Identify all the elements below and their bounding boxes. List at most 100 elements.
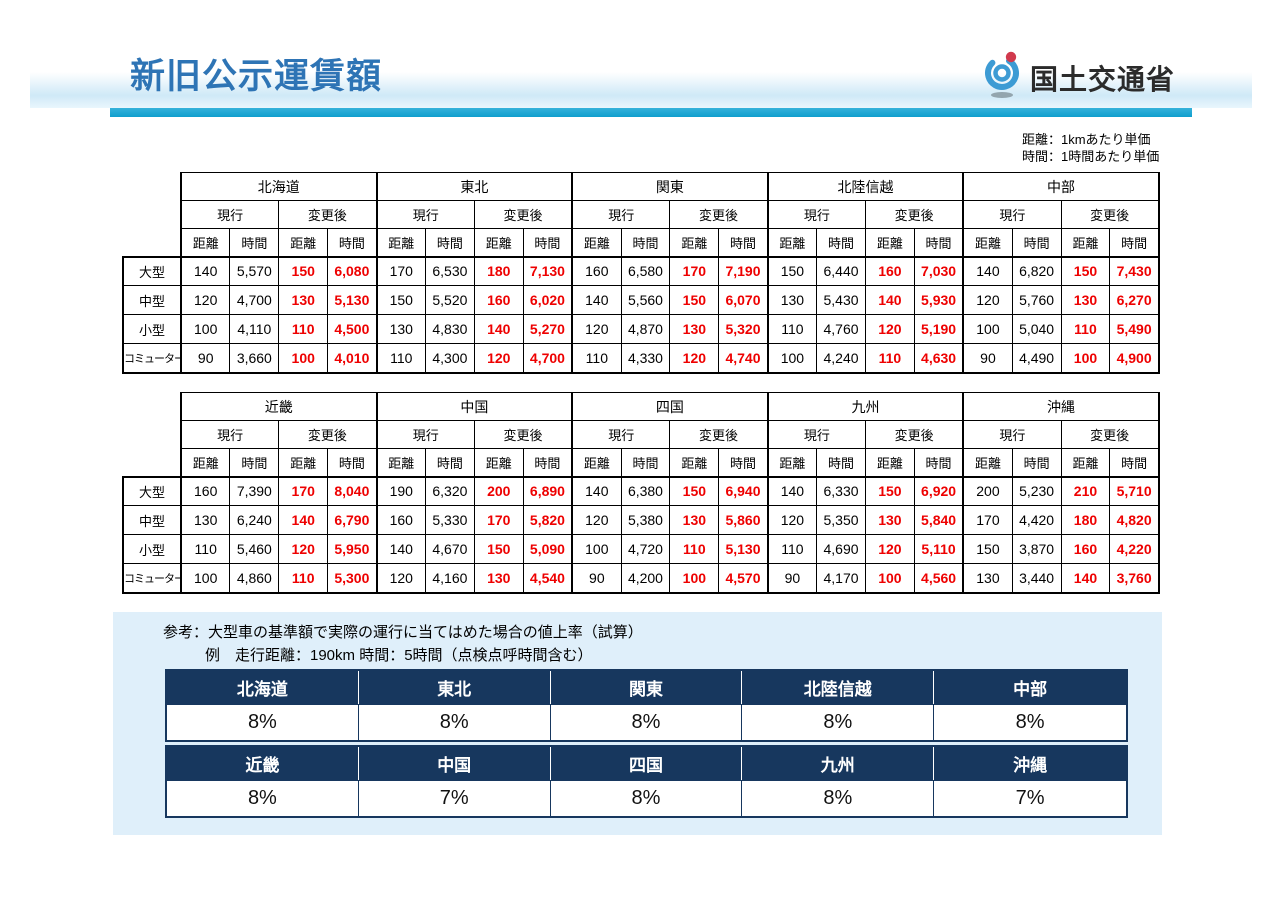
fare-table-west-japan: 近畿 中国 四国 九州 沖縄 現行 変更後 現行 変更後 現行 変更後 現行 変更後 現行 変更後 距離 時間距… [122, 392, 1160, 594]
fare-revised-distance: 150 [864, 475, 915, 506]
fare-revised-time: 6,890 [522, 475, 573, 506]
fare-current-time: 5,230 [1011, 475, 1062, 506]
pct-region-header: 東北 [358, 671, 551, 704]
fare-revised-distance: 110 [278, 563, 329, 594]
col-header-distance: 距離 [962, 228, 1013, 257]
pct-region-header: 中部 [934, 671, 1126, 704]
fare-current-time: 4,760 [816, 314, 866, 344]
pct-region-header: 関東 [550, 671, 743, 704]
col-header-distance: 距離 [571, 448, 622, 477]
fare-current-time: 5,560 [620, 285, 671, 315]
fare-current-distance: 140 [375, 534, 426, 564]
fare-current-time: 4,690 [816, 534, 866, 564]
col-header-distance: 距離 [1060, 448, 1111, 477]
fare-revised-distance: 170 [278, 475, 329, 506]
col-header-time: 時間 [718, 448, 769, 477]
fare-current-time: 4,160 [424, 563, 475, 594]
fare-revised-distance: 150 [278, 255, 329, 286]
fare-revised-time: 5,840 [913, 505, 964, 535]
table-corner [123, 393, 181, 477]
col-header-time: 時間 [522, 228, 573, 257]
fare-current-distance: 130 [766, 285, 818, 315]
fare-current-time: 4,330 [620, 343, 671, 374]
fare-revised-distance: 110 [278, 314, 329, 344]
fare-current-time: 6,320 [424, 475, 475, 506]
fare-current-time: 4,860 [229, 563, 280, 594]
fare-current-time: 5,570 [229, 255, 280, 286]
fare-revised-distance: 180 [1060, 505, 1111, 535]
fare-current-distance: 130 [962, 563, 1013, 594]
fare-revised-time: 5,930 [913, 285, 964, 315]
header-accent-bar [110, 108, 1192, 117]
col-header-revised: 変更後 [1060, 420, 1160, 449]
fare-revised-distance: 150 [669, 285, 720, 315]
pct-value: 8% [550, 780, 743, 816]
col-header-time: 時間 [229, 228, 280, 257]
col-header-distance: 距離 [375, 228, 426, 257]
fare-revised-distance: 140 [473, 314, 524, 344]
pct-value: 7% [358, 780, 551, 816]
fare-revised-time: 4,570 [718, 563, 769, 594]
fare-revised-time: 6,020 [522, 285, 573, 315]
fare-revised-distance: 120 [864, 314, 915, 344]
fare-revised-time: 4,820 [1109, 505, 1160, 535]
reference-note-line2: 例 走行距離：190km 時間：5時間（点検点呼時間含む） [205, 647, 593, 664]
col-header-time: 時間 [424, 448, 475, 477]
fare-revised-time: 5,820 [522, 505, 573, 535]
fare-current-distance: 140 [962, 255, 1013, 286]
fare-current-time: 6,380 [620, 475, 671, 506]
fare-revised-time: 4,900 [1109, 343, 1160, 374]
fare-revised-time: 5,950 [327, 534, 378, 564]
fare-revised-time: 7,190 [718, 255, 769, 286]
col-header-time: 時間 [327, 228, 378, 257]
region-header: 中部 [962, 172, 1160, 201]
fare-current-distance: 110 [766, 534, 818, 564]
col-header-distance: 距離 [766, 228, 818, 257]
vehicle-class-label: 小型 [122, 534, 182, 564]
fare-revised-time: 6,940 [718, 475, 769, 506]
col-header-distance: 距離 [1060, 228, 1111, 257]
fare-current-distance: 130 [375, 314, 426, 344]
region-header: 中国 [375, 392, 573, 421]
fare-revised-time: 4,700 [522, 343, 573, 374]
fare-revised-time: 5,130 [327, 285, 378, 315]
col-header-time: 時間 [718, 228, 769, 257]
fare-current-distance: 110 [766, 314, 818, 344]
col-header-distance: 距離 [864, 228, 915, 257]
col-header-distance: 距離 [375, 448, 426, 477]
col-header-current: 現行 [962, 420, 1062, 449]
fare-revised-time: 5,710 [1109, 475, 1160, 506]
col-header-current: 現行 [571, 420, 671, 449]
fare-current-time: 5,460 [229, 534, 280, 564]
fare-revised-time: 5,320 [718, 314, 769, 344]
fare-revised-time: 8,040 [327, 475, 378, 506]
col-header-time: 時間 [522, 448, 573, 477]
col-header-revised: 変更後 [864, 200, 964, 229]
fare-current-distance: 140 [571, 285, 622, 315]
fare-current-distance: 140 [766, 475, 818, 506]
fare-revised-distance: 160 [864, 255, 915, 286]
col-header-revised: 変更後 [473, 420, 573, 449]
fare-revised-time: 6,080 [327, 255, 378, 286]
fare-current-distance: 150 [766, 255, 818, 286]
fare-revised-time: 5,270 [522, 314, 573, 344]
fare-revised-distance: 100 [864, 563, 915, 594]
fare-revised-time: 4,220 [1109, 534, 1160, 564]
col-header-time: 時間 [816, 228, 866, 257]
fare-current-time: 4,490 [1011, 343, 1062, 374]
fare-current-time: 5,040 [1011, 314, 1062, 344]
fare-current-time: 4,170 [816, 563, 866, 594]
region-header: 関東 [571, 172, 769, 201]
fare-revised-time: 4,740 [718, 343, 769, 374]
fare-current-time: 5,520 [424, 285, 475, 315]
col-header-distance: 距離 [278, 228, 329, 257]
fare-revised-time: 7,030 [913, 255, 964, 286]
fare-current-distance: 150 [962, 534, 1013, 564]
fare-current-distance: 200 [962, 475, 1013, 506]
fare-revised-distance: 150 [669, 475, 720, 506]
fare-revised-distance: 130 [669, 314, 720, 344]
fare-revised-time: 4,560 [913, 563, 964, 594]
fare-current-time: 3,440 [1011, 563, 1062, 594]
fare-current-time: 3,870 [1011, 534, 1062, 564]
fare-revised-distance: 160 [1060, 534, 1111, 564]
